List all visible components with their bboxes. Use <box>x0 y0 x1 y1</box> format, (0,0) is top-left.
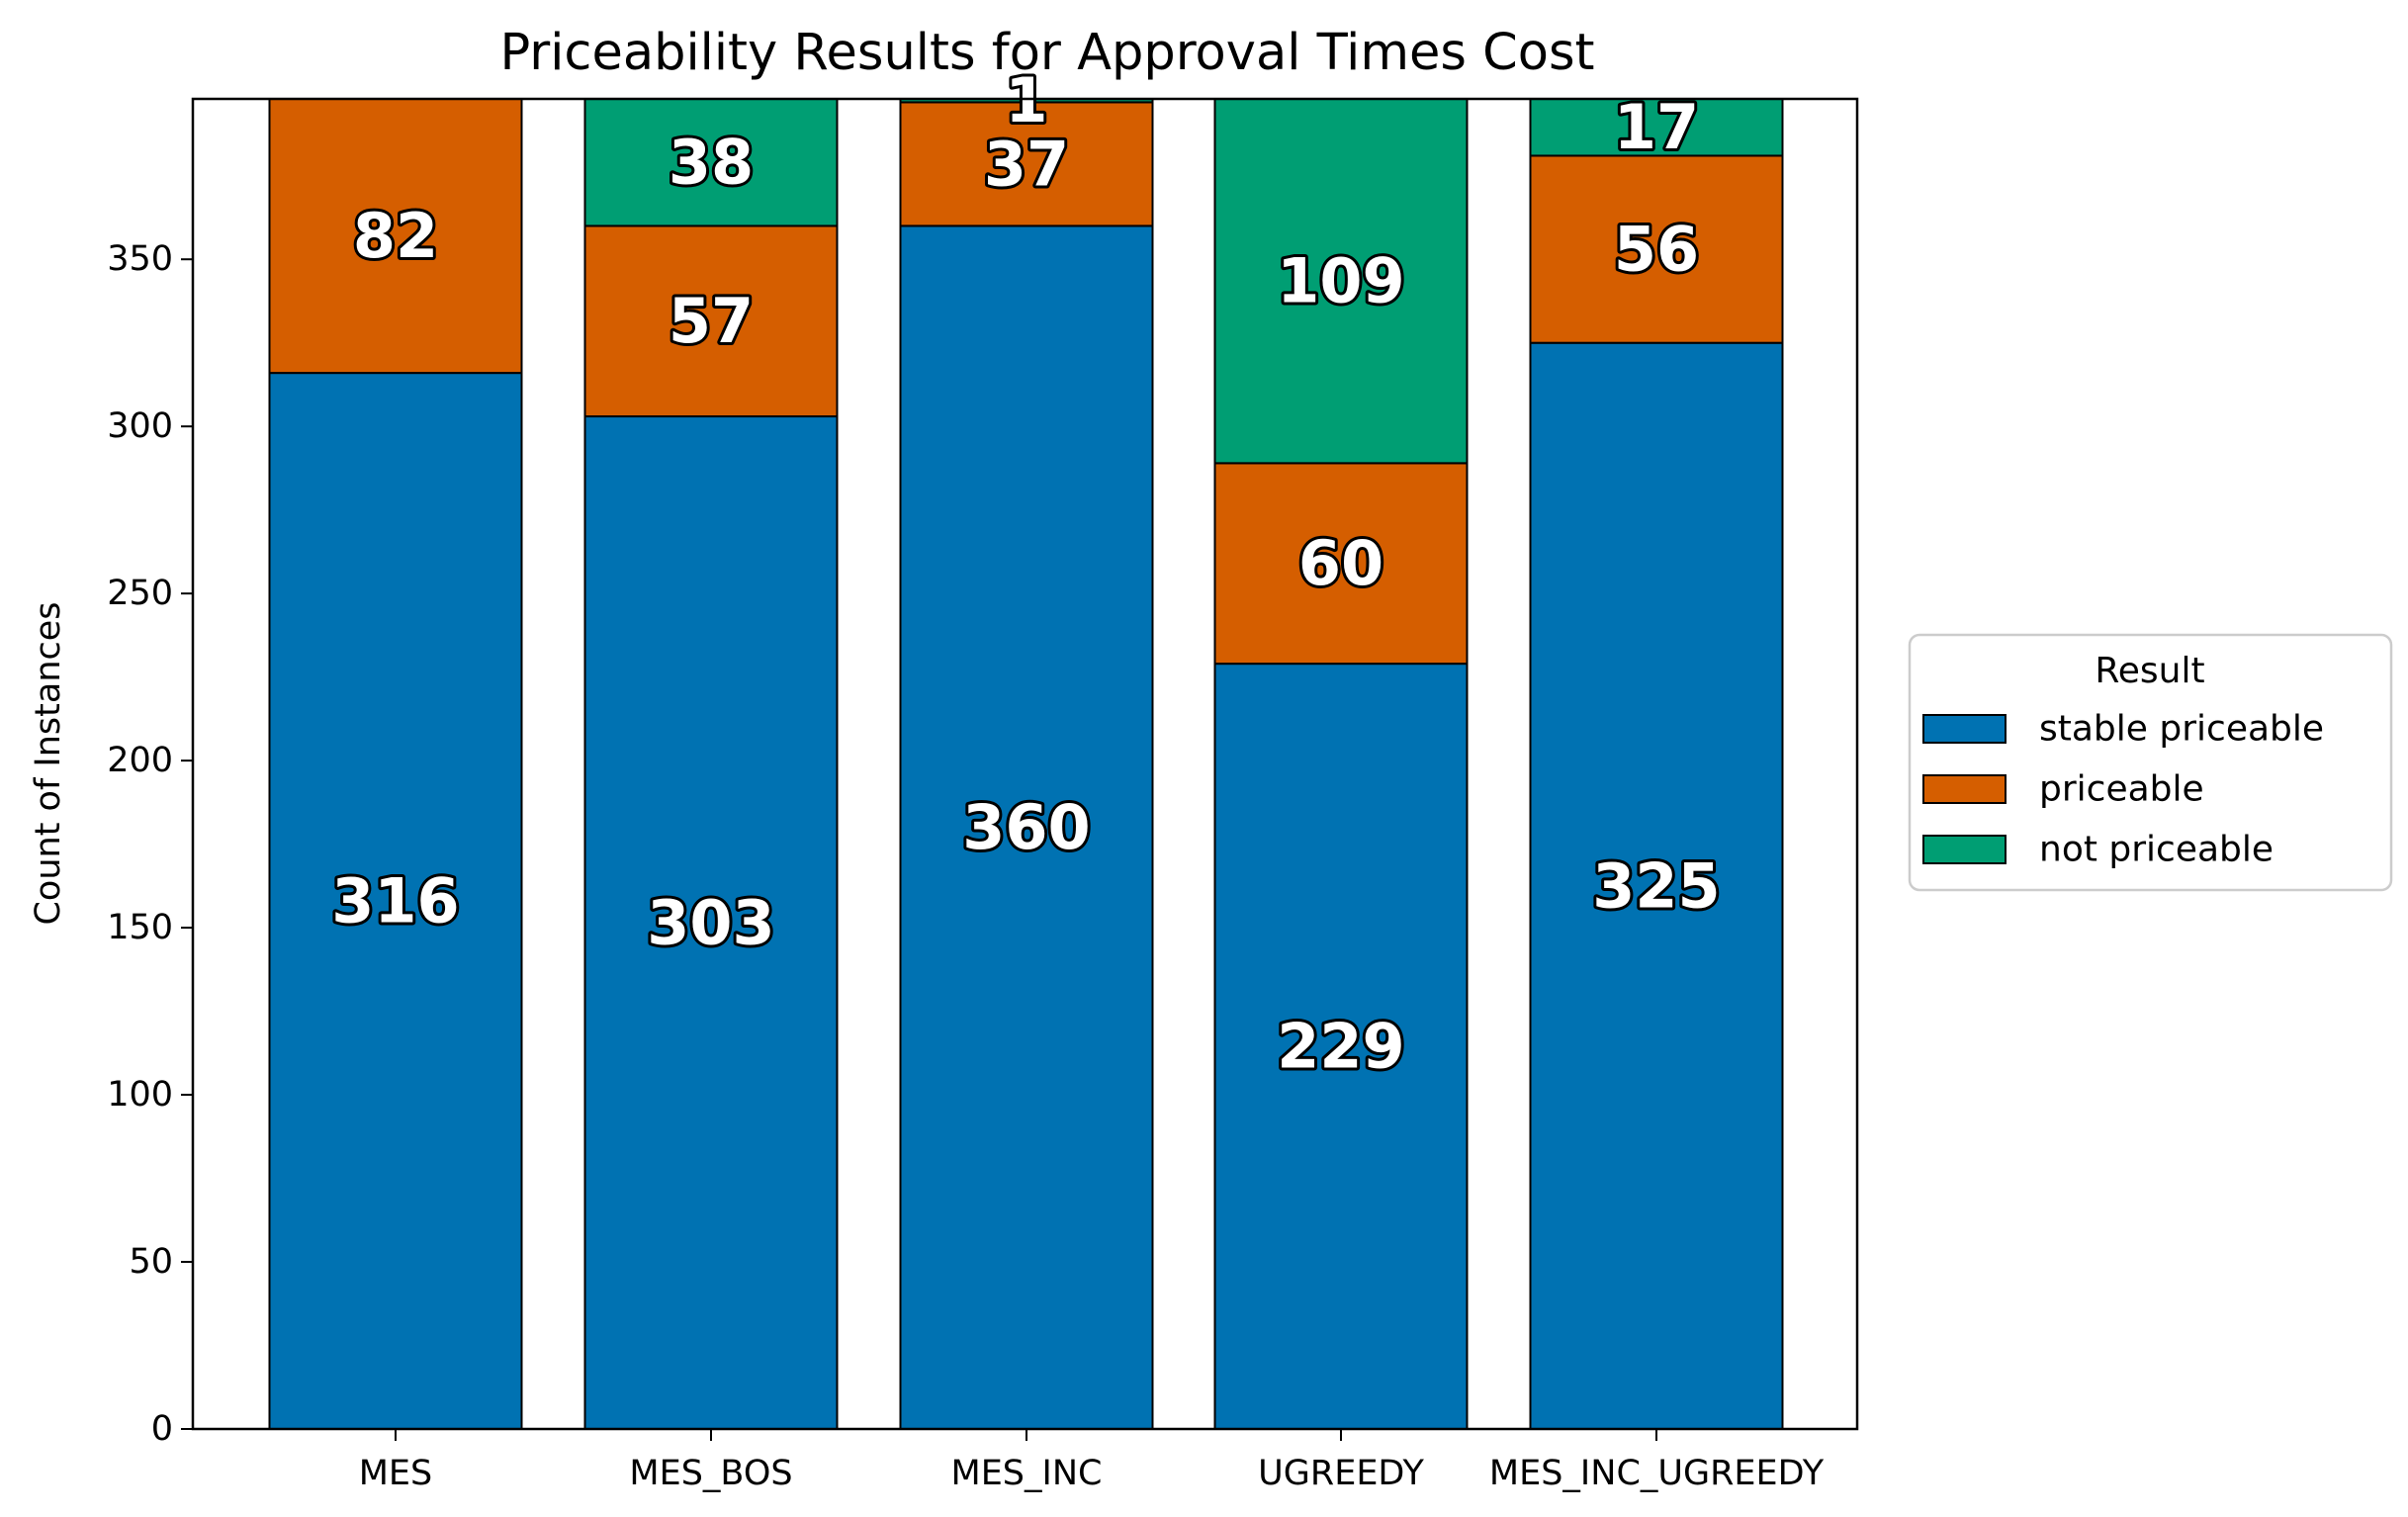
bar-mes_bos-stable-priceable <box>583 415 839 1430</box>
data-label: 38 <box>669 127 754 199</box>
data-label: 57 <box>669 285 754 357</box>
legend-title: Result <box>2095 651 2204 691</box>
legend-swatch <box>1922 714 2007 744</box>
x-tick-label: MES <box>359 1454 433 1493</box>
y-tick-label: 250 <box>107 574 173 613</box>
bar-mes_bos-priceable <box>583 224 839 418</box>
x-tick-label: MES_BOS <box>629 1454 792 1493</box>
legend-swatch <box>1922 835 2007 864</box>
legend-label: not priceable <box>2039 830 2274 870</box>
legend: Result stable priceable priceable not pric… <box>1908 633 2393 892</box>
data-label: 1 <box>1005 64 1047 136</box>
x-tick-label: UGREEDY <box>1258 1454 1424 1493</box>
x-tick-label: MES_INC_UGREEDY <box>1489 1454 1825 1493</box>
x-axis: MES MES_BOS MES_INC UGREEDY MES_INC_UGREEDY <box>359 1429 1825 1493</box>
bar-mes-stable-priceable <box>268 372 523 1430</box>
bar-ugreedy-priceable <box>1213 462 1469 666</box>
y-tick-label: 150 <box>107 908 173 947</box>
y-tick-label: 300 <box>107 406 173 446</box>
x-tick-label: MES_INC <box>951 1454 1103 1493</box>
bar-mes_inc-priceable <box>899 101 1154 227</box>
data-label: 325 <box>1592 849 1720 922</box>
y-tick-label: 350 <box>107 239 173 279</box>
data-label: 316 <box>331 865 459 937</box>
plot-frame <box>191 97 1859 1431</box>
data-label: 37 <box>984 128 1069 200</box>
legend-items: stable priceable priceable not priceable <box>1922 709 2324 870</box>
legend-swatch <box>1922 774 2007 804</box>
data-label: 17 <box>1614 91 1699 163</box>
bar-mes_inc_ugreedy-not-priceable <box>1529 98 1784 157</box>
data-label: 56 <box>1614 214 1699 286</box>
data-label: 82 <box>353 200 438 272</box>
legend-frame <box>1908 633 2393 892</box>
bar-mes_inc_ugreedy-stable-priceable <box>1529 341 1784 1431</box>
data-label: 303 <box>647 887 774 959</box>
data-label: 229 <box>1277 1011 1404 1083</box>
y-axis: 0 50 100 150 200 250 300 350 <box>107 239 193 1449</box>
y-tick-label: 50 <box>129 1242 173 1282</box>
data-label: 360 <box>962 791 1090 863</box>
y-tick-label: 0 <box>151 1409 173 1449</box>
chart-title: Priceability Results for Approval Times … <box>499 24 1594 82</box>
y-axis-label: Count of Instances <box>29 601 68 925</box>
data-label: 60 <box>1298 527 1383 599</box>
legend-label: stable priceable <box>2039 709 2324 750</box>
y-tick-label: 100 <box>107 1075 173 1115</box>
bar-mes_bos-not-priceable <box>583 98 839 227</box>
bar-ugreedy-not-priceable <box>1213 98 1469 465</box>
data-label: 109 <box>1277 245 1404 317</box>
bars-layer <box>268 98 1784 1431</box>
legend-label: priceable <box>2039 769 2204 810</box>
y-tick-label: 200 <box>107 741 173 780</box>
bar-labels-layer: 316 82 303 57 38 360 371 229 60 109 325 56 17 <box>328 61 1723 1085</box>
bar-mes_inc-stable-priceable <box>899 224 1154 1430</box>
